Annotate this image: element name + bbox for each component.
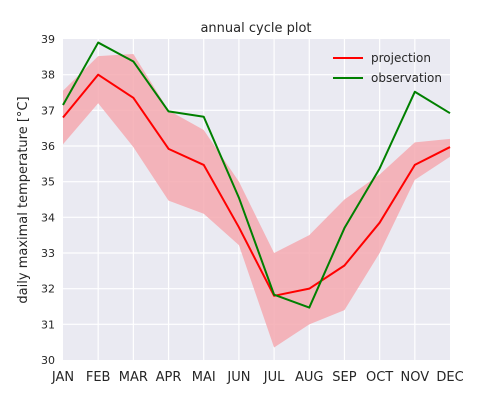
x-tick-label: JUL	[263, 370, 285, 385]
observation-line	[62, 41, 451, 309]
y-tick-label: 39	[41, 33, 55, 46]
x-tick-label: MAR	[119, 370, 148, 385]
x-tick-label: NOV	[401, 370, 430, 385]
x-tick-label: SEP	[332, 370, 356, 385]
y-tick-label: 38	[41, 69, 55, 82]
y-tick-label: 31	[41, 318, 55, 331]
y-tick-label: 36	[41, 140, 55, 153]
legend-label-observation: observation	[371, 71, 442, 85]
projection-band	[63, 53, 450, 348]
series-lines	[62, 41, 451, 309]
y-tick-label: 30	[41, 354, 55, 367]
y-tick-label: 35	[41, 176, 55, 189]
y-ticks: 30 31 32 33 34 35 36 37 38 39	[41, 33, 55, 367]
x-tick-label: MAI	[192, 370, 216, 385]
y-tick-label: 34	[41, 211, 55, 224]
y-tick-label: 37	[41, 104, 55, 117]
x-tick-label: JUN	[226, 370, 250, 385]
x-tick-label: FEB	[86, 370, 111, 385]
x-ticks: JAN FEB MAR APR MAI JUN JUL AUG SEP OCT NOV DEC	[51, 370, 464, 385]
legend-label-projection: projection	[371, 51, 431, 65]
y-tick-label: 32	[41, 283, 55, 296]
projection-uncertainty-band	[63, 53, 450, 348]
chart-title: annual cycle plot	[200, 21, 311, 36]
x-tick-label: APR	[156, 370, 182, 385]
x-tick-label: JAN	[51, 370, 74, 385]
projection-line	[62, 73, 451, 297]
x-tick-label: OCT	[366, 370, 393, 385]
y-tick-label: 33	[41, 247, 55, 260]
x-tick-label: AUG	[295, 370, 323, 385]
y-axis-label: daily maximal temperature [°C]	[16, 96, 31, 303]
legend: projection observation	[333, 51, 442, 85]
x-tick-label: DEC	[436, 370, 463, 385]
